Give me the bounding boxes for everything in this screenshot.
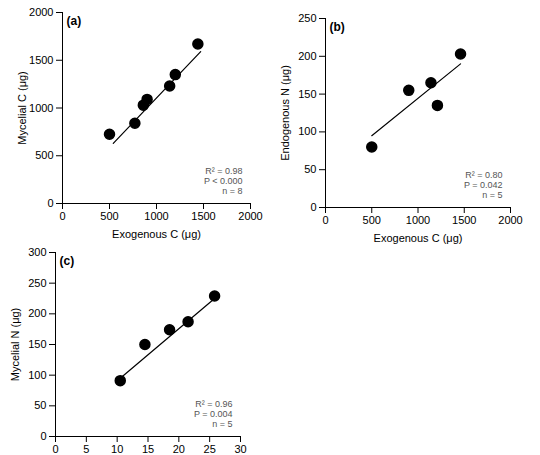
svg-text:R² = 0.96P = 0.004n = 5: R² = 0.96P = 0.004n = 5 bbox=[194, 399, 233, 429]
svg-text:200: 200 bbox=[298, 50, 316, 62]
svg-text:Mycelial N (μg): Mycelial N (μg) bbox=[9, 308, 21, 382]
svg-text:1000: 1000 bbox=[144, 210, 168, 222]
svg-text:0: 0 bbox=[322, 214, 328, 226]
svg-text:1500: 1500 bbox=[29, 54, 53, 66]
svg-text:25: 25 bbox=[204, 443, 216, 455]
svg-text:2000: 2000 bbox=[238, 210, 262, 222]
svg-text:0: 0 bbox=[40, 430, 46, 442]
svg-text:500: 500 bbox=[363, 214, 381, 226]
svg-text:150: 150 bbox=[298, 88, 316, 100]
svg-text:(c): (c) bbox=[60, 254, 75, 268]
svg-text:30: 30 bbox=[234, 443, 246, 455]
svg-text:500: 500 bbox=[100, 210, 118, 222]
svg-text:15: 15 bbox=[142, 443, 154, 455]
svg-text:0: 0 bbox=[59, 210, 65, 222]
svg-text:(a): (a) bbox=[67, 14, 82, 28]
svg-text:Endogenous N (μg): Endogenous N (μg) bbox=[279, 65, 291, 161]
svg-text:100: 100 bbox=[28, 369, 46, 381]
svg-text:1000: 1000 bbox=[406, 214, 430, 226]
svg-text:50: 50 bbox=[34, 399, 46, 411]
svg-text:150: 150 bbox=[28, 338, 46, 350]
svg-text:250: 250 bbox=[28, 277, 46, 289]
svg-text:20: 20 bbox=[173, 443, 185, 455]
svg-text:R² = 0.98P < 0.000n = 8: R² = 0.98P < 0.000n = 8 bbox=[204, 166, 243, 196]
svg-text:1000: 1000 bbox=[29, 102, 53, 114]
svg-text:10: 10 bbox=[111, 443, 123, 455]
svg-text:300: 300 bbox=[28, 246, 46, 258]
svg-text:Mycelial C (μg): Mycelial C (μg) bbox=[16, 71, 28, 145]
svg-text:0: 0 bbox=[47, 197, 53, 209]
svg-text:5: 5 bbox=[83, 443, 89, 455]
svg-text:0: 0 bbox=[310, 201, 316, 213]
svg-text:Exogenous C (μg): Exogenous C (μg) bbox=[112, 228, 201, 240]
svg-text:250: 250 bbox=[298, 12, 316, 24]
svg-text:2000: 2000 bbox=[29, 6, 53, 18]
svg-text:500: 500 bbox=[35, 149, 53, 161]
svg-text:0: 0 bbox=[52, 443, 58, 455]
svg-text:100: 100 bbox=[298, 125, 316, 137]
svg-text:2000: 2000 bbox=[498, 214, 522, 226]
svg-text:1500: 1500 bbox=[452, 214, 476, 226]
svg-text:1500: 1500 bbox=[191, 210, 215, 222]
svg-text:200: 200 bbox=[28, 307, 46, 319]
svg-text:(b): (b) bbox=[330, 20, 345, 34]
svg-text:R² = 0.80P = 0.042n = 5: R² = 0.80P = 0.042n = 5 bbox=[464, 170, 503, 200]
svg-text:50: 50 bbox=[304, 163, 316, 175]
svg-text:Exogenous C (μg): Exogenous C (μg) bbox=[374, 232, 463, 244]
